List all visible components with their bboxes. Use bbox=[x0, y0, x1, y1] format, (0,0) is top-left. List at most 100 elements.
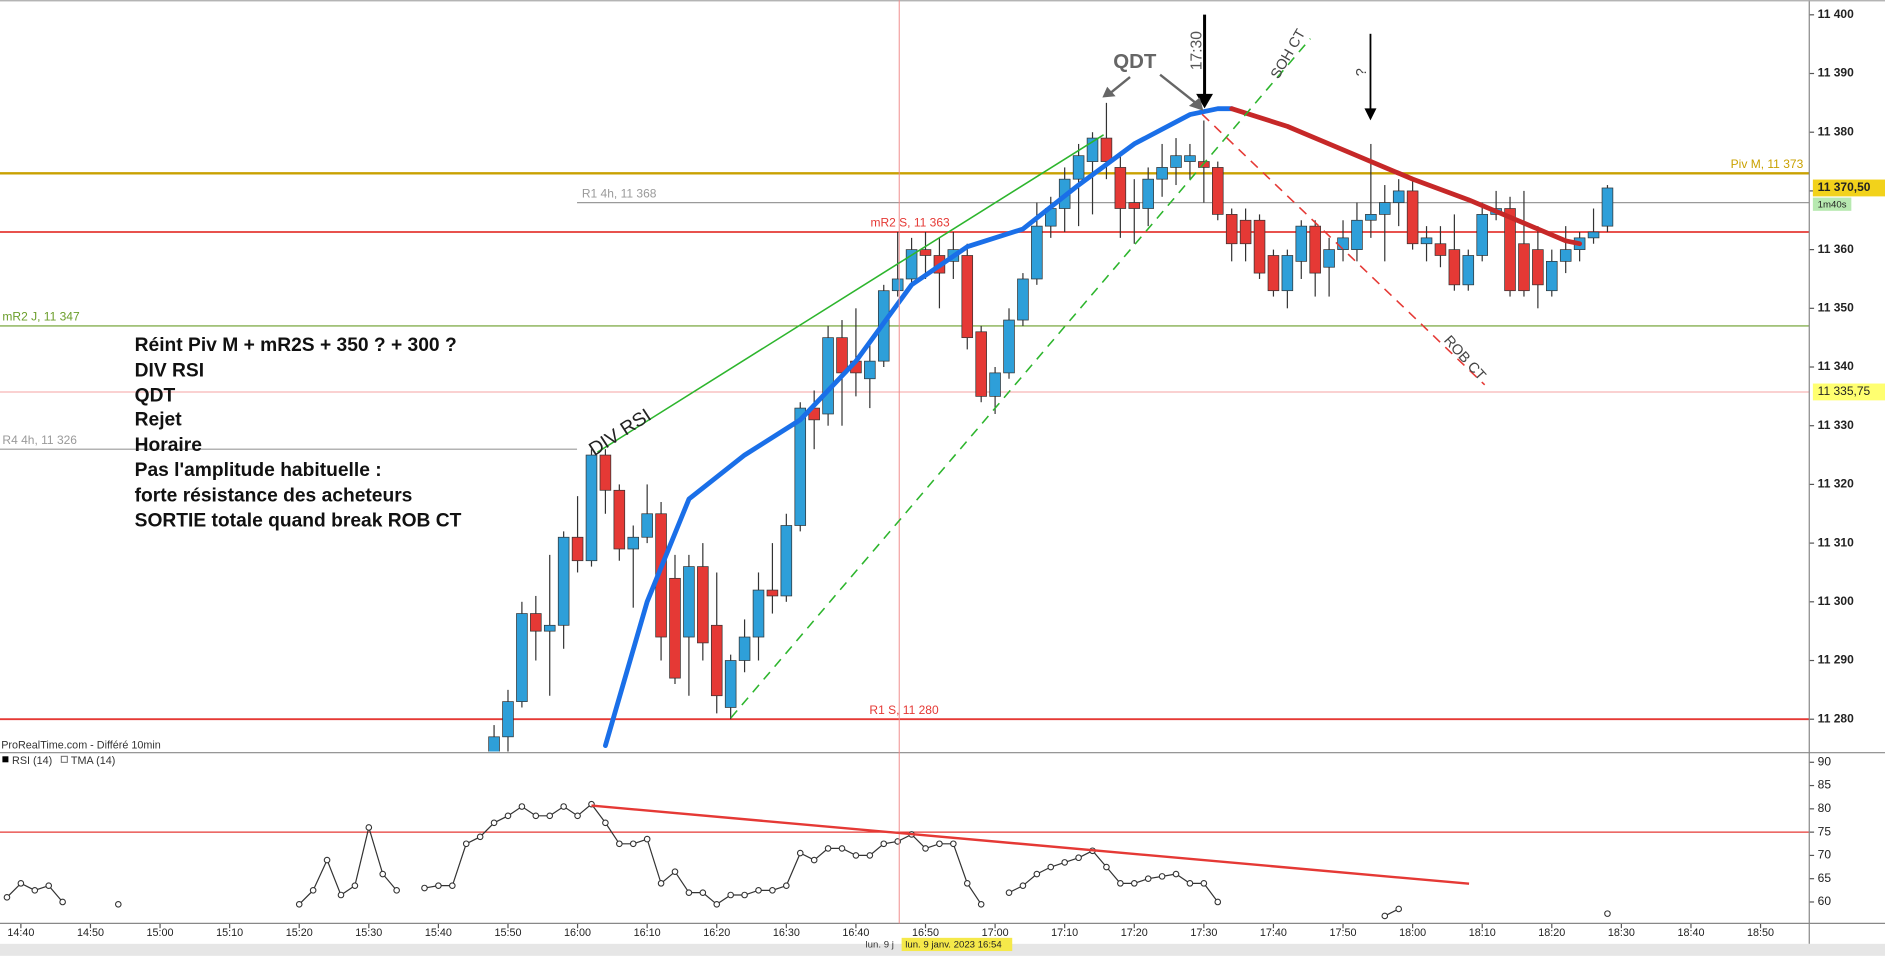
candle-body bbox=[1128, 202, 1141, 209]
legend-swatch bbox=[60, 755, 68, 763]
candle-body bbox=[669, 577, 681, 679]
y-tick-label: 80 bbox=[1818, 801, 1832, 815]
rsi-point bbox=[685, 889, 693, 896]
rsi-point bbox=[1200, 880, 1208, 887]
rsi-point bbox=[1019, 882, 1027, 889]
candle-body bbox=[975, 331, 987, 397]
last-price-box bbox=[1812, 179, 1885, 197]
rsi-point bbox=[602, 819, 609, 827]
rsi-point bbox=[504, 812, 512, 820]
rsi-point bbox=[532, 812, 540, 820]
rsi-point bbox=[351, 882, 359, 889]
candle-body bbox=[1504, 208, 1516, 292]
div-rsi-line bbox=[597, 134, 1105, 453]
x-tick-label: 16:40 bbox=[842, 927, 869, 939]
time-mark: 17:30 bbox=[1188, 31, 1205, 70]
arrow-head bbox=[1364, 108, 1377, 121]
x-tick-label: 17:30 bbox=[1190, 927, 1217, 939]
candle-body bbox=[1239, 219, 1252, 245]
moving-average bbox=[603, 106, 1235, 749]
candle-body bbox=[1546, 260, 1558, 292]
rob-ct-line bbox=[1201, 113, 1486, 386]
note-line: forte résistance des acheteurs bbox=[135, 485, 413, 506]
y-tick-label: 60 bbox=[1818, 894, 1832, 908]
x-tick-label: 18:50 bbox=[1747, 927, 1774, 939]
rsi-point bbox=[936, 840, 943, 848]
rsi-point bbox=[977, 901, 985, 908]
candle-body bbox=[1267, 255, 1280, 292]
date-label: lun. 9 j bbox=[866, 940, 894, 951]
countdown: 1m40s bbox=[1818, 199, 1847, 210]
rsi-point bbox=[838, 845, 846, 852]
rsi-trendline bbox=[591, 804, 1470, 885]
candle-body bbox=[724, 660, 737, 708]
candle-body bbox=[697, 566, 709, 644]
rsi-point bbox=[922, 845, 929, 852]
rsi-point bbox=[1158, 873, 1166, 880]
moving-average bbox=[1229, 106, 1583, 247]
y-tick-label: 11 320 bbox=[1818, 477, 1854, 491]
level-label: R1 4h, 11 368 bbox=[582, 186, 657, 200]
candle-body bbox=[1601, 187, 1614, 227]
candle-body bbox=[1518, 243, 1530, 292]
rsi-point bbox=[1172, 870, 1180, 878]
rsi-point bbox=[950, 840, 957, 848]
candle-body bbox=[1281, 255, 1294, 292]
qdt-arrow bbox=[1110, 76, 1131, 94]
rsi-point bbox=[852, 852, 860, 859]
x-tick-label: 18:40 bbox=[1677, 927, 1704, 939]
candle-body bbox=[905, 249, 918, 280]
candle-body bbox=[1309, 225, 1321, 274]
rsi-point bbox=[629, 840, 637, 848]
candle-body bbox=[1225, 214, 1238, 245]
candle-body bbox=[1031, 225, 1043, 280]
rsi-point bbox=[1395, 905, 1403, 913]
candle-body bbox=[1017, 278, 1029, 321]
candle-body bbox=[961, 255, 974, 339]
level-label: mR2 J, 11 347 bbox=[2, 310, 80, 324]
candle-body bbox=[1072, 155, 1085, 180]
rsi-point bbox=[114, 901, 122, 908]
candle-body bbox=[1170, 155, 1182, 168]
x-tick-label: 15:00 bbox=[147, 927, 174, 939]
y-tick-label: 11 280 bbox=[1818, 711, 1854, 725]
candle-body bbox=[766, 589, 779, 597]
rsi-point bbox=[435, 882, 442, 889]
x-tick-label: 16:10 bbox=[634, 927, 661, 939]
level-label: Piv M, 11 373 bbox=[1731, 157, 1804, 171]
y-tick-label: 65 bbox=[1818, 871, 1832, 885]
candle-body bbox=[1142, 178, 1154, 209]
rsi-point bbox=[476, 833, 484, 841]
candle-body bbox=[1392, 190, 1405, 204]
y-tick-label: 11 380 bbox=[1818, 124, 1854, 138]
price-panel: Piv M, 11 373 R1 4h, 11 368 mR2 S, 11 363 m… bbox=[0, 102, 1810, 752]
x-tick-label: 16:30 bbox=[773, 927, 800, 939]
rsi-point bbox=[1117, 880, 1124, 887]
legend-swatch bbox=[2, 756, 9, 763]
rsi-point bbox=[574, 812, 581, 820]
level-label: R1 S, 11 280 bbox=[869, 703, 939, 717]
rsi-point bbox=[769, 887, 776, 894]
x-tick-label: 14:50 bbox=[77, 927, 104, 939]
date-box bbox=[901, 937, 1013, 952]
rsi-point bbox=[560, 803, 567, 810]
candle-body bbox=[1337, 237, 1349, 250]
x-tick-label: 16:20 bbox=[703, 927, 730, 939]
candle-body bbox=[919, 249, 932, 256]
rsi-point bbox=[379, 870, 387, 878]
candle-body bbox=[1212, 167, 1224, 215]
candle-body bbox=[989, 372, 1001, 397]
x-tick-label: 17:00 bbox=[982, 927, 1009, 939]
note-line: Réint Piv M + mR2S + 350 ? + 300 ? bbox=[135, 335, 457, 356]
legend-label: TMA (14) bbox=[71, 755, 115, 767]
candle-body bbox=[864, 360, 876, 380]
rsi-point bbox=[59, 898, 66, 906]
rsi-point bbox=[421, 884, 428, 892]
soh-ct-line bbox=[730, 38, 1311, 719]
note-line: SORTIE totale quand break ROB CT bbox=[135, 511, 462, 532]
candle-body bbox=[1295, 225, 1308, 262]
candle-body bbox=[1100, 137, 1113, 162]
candle-body bbox=[1351, 219, 1363, 250]
